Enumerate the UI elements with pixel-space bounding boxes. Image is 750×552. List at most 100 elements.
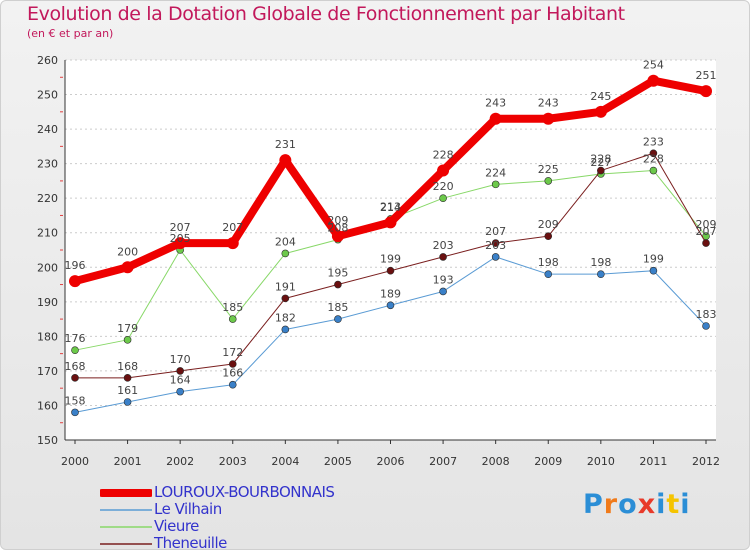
data-point — [228, 315, 237, 323]
data-point — [386, 301, 395, 310]
data-point — [176, 367, 184, 375]
data-label: 207 — [485, 225, 506, 238]
data-point — [702, 239, 710, 247]
data-label: 193 — [433, 273, 454, 286]
data-label: 245 — [590, 90, 611, 103]
data-label: 254 — [643, 59, 664, 72]
data-label: 209 — [696, 218, 717, 231]
data-point — [437, 164, 450, 177]
data-label: 207 — [170, 221, 191, 234]
data-point — [702, 322, 710, 330]
y-tick-label: 210 — [37, 227, 58, 240]
y-tick-label: 200 — [37, 261, 58, 274]
data-point — [123, 336, 132, 344]
data-point — [281, 249, 290, 258]
data-point — [71, 346, 79, 354]
legend-swatch-theneuille — [100, 542, 152, 545]
data-label: 183 — [696, 308, 717, 321]
data-point — [439, 287, 447, 296]
x-tick-label: 2011 — [639, 455, 667, 468]
chart-title: Evolution de la Dotation Globale de Fonc… — [27, 3, 625, 25]
data-point — [544, 177, 553, 185]
data-point — [176, 387, 184, 396]
x-tick-label: 2003 — [219, 455, 247, 468]
x-tick-label: 2009 — [534, 455, 562, 468]
data-point — [649, 166, 658, 175]
data-label: 205 — [170, 232, 191, 245]
x-tick-label: 2010 — [587, 455, 615, 468]
data-label: 189 — [380, 287, 401, 300]
data-point — [123, 374, 132, 382]
data-label: 161 — [117, 384, 138, 397]
data-point — [123, 398, 132, 406]
logo-letter: i — [680, 489, 691, 520]
x-tick-label: 2008 — [482, 455, 510, 468]
data-label: 220 — [433, 180, 454, 193]
x-tick-label: 2012 — [692, 455, 720, 468]
logo-letter: r — [603, 489, 619, 520]
data-point — [331, 230, 344, 243]
data-point — [71, 374, 79, 382]
logo-letter: P — [583, 489, 604, 520]
y-tick-label: 240 — [37, 123, 58, 136]
data-label: 209 — [538, 218, 559, 231]
data-point — [71, 408, 79, 417]
x-tick-label: 2004 — [271, 455, 299, 468]
x-tick-label: 2000 — [61, 455, 89, 468]
data-point — [386, 266, 395, 275]
data-point — [228, 380, 237, 389]
data-label: 199 — [643, 253, 664, 266]
data-label: 225 — [538, 163, 559, 176]
data-point — [544, 270, 553, 278]
logo-letter: t — [666, 489, 681, 520]
legend-swatch-louroux — [100, 488, 152, 497]
data-label: 172 — [222, 346, 243, 359]
data-label: 195 — [327, 267, 348, 280]
data-label: 208 — [327, 222, 348, 235]
data-label: 176 — [65, 332, 86, 345]
data-label: 204 — [275, 235, 296, 248]
data-point — [597, 166, 605, 175]
data-label: 166 — [222, 367, 243, 380]
data-label: 233 — [643, 135, 664, 148]
x-tick-label: 2001 — [114, 455, 142, 468]
data-label: 200 — [117, 245, 138, 258]
x-tick-label: 2005 — [324, 455, 352, 468]
data-point — [69, 275, 81, 288]
data-point — [281, 294, 290, 303]
data-point — [647, 74, 660, 87]
chart-subtitle: (en € et par an) — [27, 27, 114, 40]
data-label: 168 — [117, 360, 138, 373]
logo-letter: o — [618, 489, 638, 520]
data-label: 251 — [696, 69, 717, 82]
y-tick-label: 250 — [37, 89, 58, 102]
data-label: 191 — [275, 280, 296, 293]
data-label: 228 — [433, 149, 454, 162]
data-label: 203 — [485, 239, 506, 252]
data-point — [649, 266, 658, 275]
data-point — [439, 194, 447, 202]
y-tick-label: 180 — [37, 330, 58, 343]
data-point — [649, 149, 658, 158]
data-label: 185 — [327, 301, 348, 314]
data-point — [281, 325, 290, 334]
data-label: 228 — [643, 153, 664, 166]
data-label: 209 — [327, 214, 348, 227]
data-label: 207 — [222, 221, 243, 234]
data-point — [439, 253, 447, 261]
data-label: 243 — [485, 97, 506, 110]
data-label: 224 — [485, 166, 506, 179]
x-tick-label: 2002 — [166, 455, 194, 468]
data-point — [121, 261, 134, 274]
data-label: 198 — [538, 256, 559, 269]
data-point — [700, 85, 712, 98]
legend-label: Theneuille — [154, 534, 227, 552]
legend-swatch-vieure — [100, 525, 152, 528]
data-point — [542, 112, 555, 125]
data-label: 228 — [590, 153, 611, 166]
y-tick-label: 260 — [37, 54, 58, 67]
data-label: 198 — [590, 256, 611, 269]
x-tick-label: 2006 — [377, 455, 405, 468]
data-point — [489, 112, 502, 125]
